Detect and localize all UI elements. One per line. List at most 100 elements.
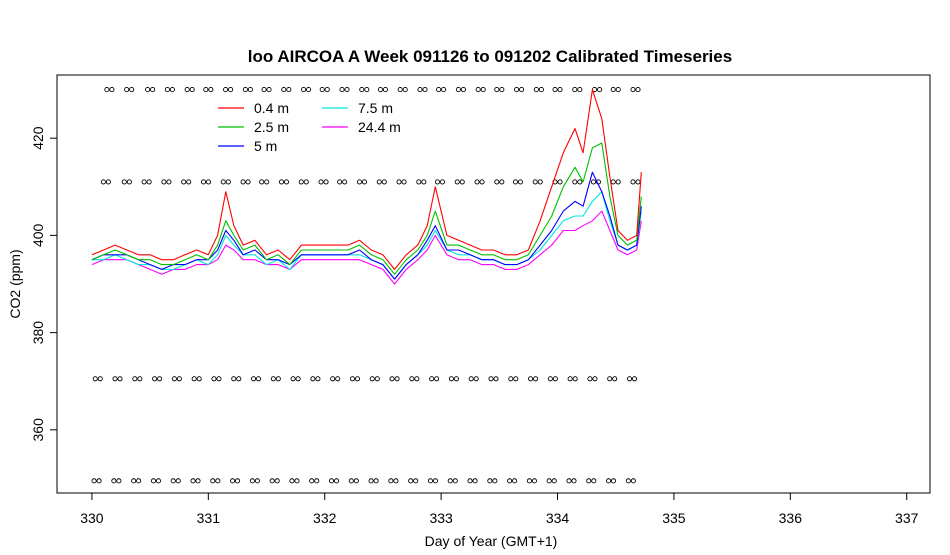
marker-point: [295, 376, 301, 382]
marker-point: [249, 478, 255, 484]
marker-point: [190, 478, 196, 484]
marker-point: [91, 478, 97, 484]
marker-point: [369, 376, 375, 382]
x-axis: 330 331 332 333 334 335 336 337: [80, 493, 919, 526]
marker-point: [612, 376, 618, 382]
marker-point: [396, 179, 402, 185]
marker-point: [512, 179, 518, 185]
marker-point: [309, 478, 315, 484]
marker-point: [349, 376, 356, 382]
marker-point: [615, 87, 621, 93]
marker-point: [447, 478, 453, 484]
marker-point: [630, 87, 636, 93]
marker-point: [591, 478, 597, 484]
marker-point: [126, 179, 132, 185]
marker-point: [240, 179, 246, 185]
marker-point: [467, 478, 473, 484]
marker-point: [109, 87, 115, 93]
marker-point: [236, 376, 242, 382]
marker-point: [493, 376, 499, 382]
marker-point: [136, 478, 142, 484]
marker-point: [416, 179, 422, 185]
marker-rows: [91, 87, 641, 484]
marker-point: [552, 376, 558, 382]
marker-point: [455, 87, 461, 93]
marker-point: [606, 478, 612, 484]
marker-point: [630, 478, 636, 484]
marker-point: [281, 87, 287, 93]
marker-point: [104, 87, 110, 93]
x-tick-label: 335: [662, 510, 686, 526]
marker-point: [592, 376, 598, 382]
marker-point: [546, 478, 552, 484]
marker-point: [255, 376, 262, 382]
marker-point: [517, 179, 523, 185]
marker-point: [499, 87, 505, 93]
marker-point: [205, 179, 212, 185]
marker-point: [610, 179, 616, 185]
marker-point: [298, 179, 304, 185]
marker-point: [124, 87, 130, 93]
marker-point: [468, 376, 474, 382]
marker-point: [610, 87, 616, 93]
marker-point: [492, 478, 498, 484]
x-axis-label: Day of Year (GMT+1): [425, 533, 558, 549]
marker-point: [494, 87, 500, 93]
marker-point: [330, 376, 336, 382]
marker-point: [131, 478, 137, 484]
marker-point: [479, 179, 485, 185]
series-line: [91, 210, 642, 285]
series-line: [91, 89, 642, 270]
marker-point: [454, 179, 460, 185]
marker-point: [626, 376, 633, 382]
marker-point: [117, 376, 123, 382]
marker-point: [230, 478, 236, 484]
marker-point: [364, 87, 370, 93]
marker-point: [231, 376, 237, 382]
marker-point: [361, 179, 368, 185]
marker-point: [526, 478, 532, 484]
marker-point: [270, 376, 276, 382]
marker-point: [382, 87, 388, 93]
marker-point: [414, 376, 420, 382]
marker-point: [333, 478, 340, 484]
marker-point: [242, 87, 248, 93]
marker-point: [537, 179, 543, 185]
marker-point: [572, 179, 578, 185]
marker-point: [409, 376, 415, 382]
marker-point: [254, 478, 260, 484]
marker-point: [374, 376, 380, 382]
marker-point: [223, 87, 229, 93]
marker-point: [607, 376, 613, 382]
marker-point: [211, 376, 217, 382]
marker-point: [121, 179, 127, 185]
marker-point: [459, 179, 465, 185]
marker-point: [319, 87, 325, 93]
y-axis: 360 380 400 420: [30, 126, 57, 441]
marker-point: [97, 376, 103, 382]
marker-point: [337, 179, 343, 185]
marker-point: [557, 179, 563, 185]
marker-point: [323, 179, 329, 185]
marker-point: [436, 87, 442, 93]
marker-point: [112, 376, 118, 382]
marker-point: [508, 376, 514, 382]
marker-point: [475, 87, 481, 93]
marker-point: [590, 179, 596, 185]
marker-point: [141, 179, 147, 185]
marker-point: [342, 179, 348, 185]
marker-point: [132, 376, 138, 382]
marker-point: [434, 376, 440, 382]
marker-point: [335, 376, 341, 382]
marker-point: [164, 87, 170, 93]
marker-point: [111, 478, 117, 484]
marker-point: [513, 376, 519, 382]
marker-point: [161, 179, 167, 185]
marker-point: [538, 87, 544, 93]
marker-point: [208, 87, 214, 93]
marker-point: [171, 376, 177, 382]
marker-point: [235, 478, 241, 484]
marker-point: [394, 376, 400, 382]
y-tick-label: 420: [30, 126, 46, 150]
marker-point: [216, 376, 222, 382]
